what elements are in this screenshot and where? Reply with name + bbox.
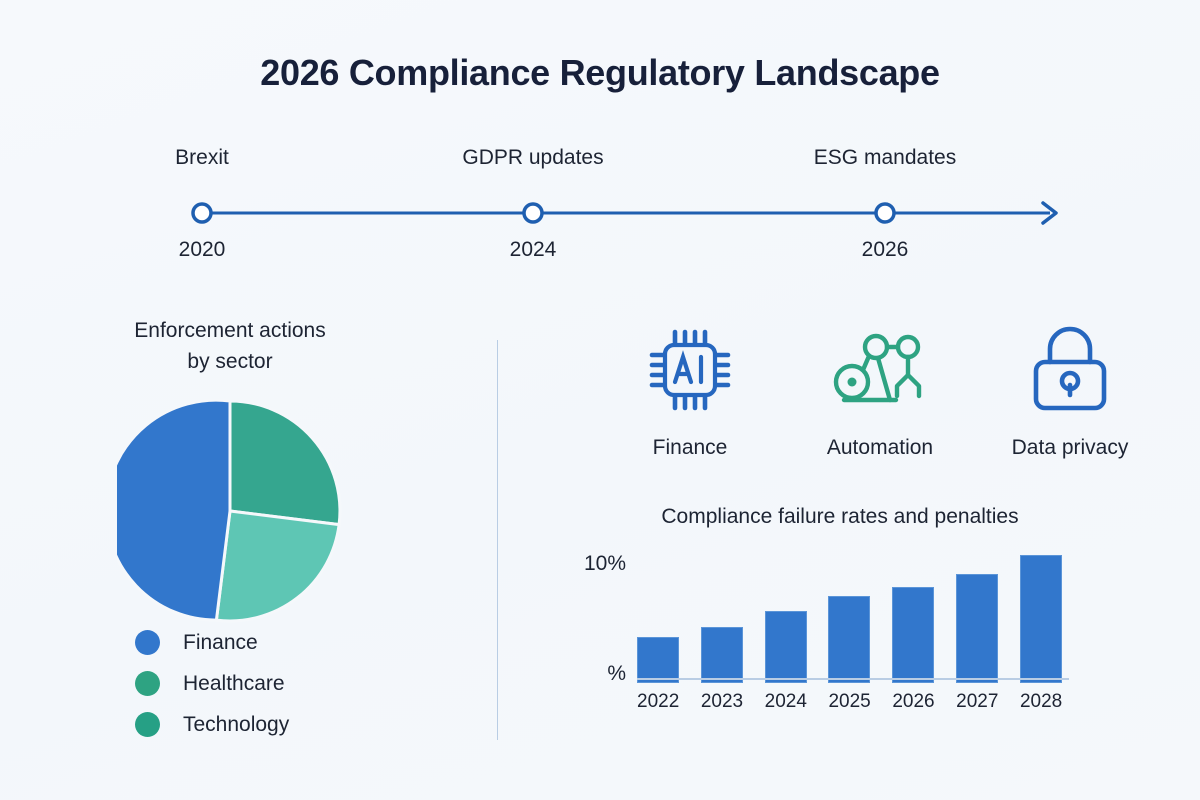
- bar-2025[interactable]: [828, 596, 871, 683]
- timeline-axis: [191, 201, 1058, 225]
- x-label: 2026: [892, 691, 935, 712]
- timeline-milestone-2[interactable]: ESG mandates: [775, 145, 995, 171]
- pie-slice-technology: [214, 509, 341, 623]
- bar-2023[interactable]: [700, 627, 743, 683]
- timeline: Brexit 2020 GDPR updates 2024 ESG mandat…: [150, 145, 1080, 280]
- legend-item-healthcare[interactable]: Healthcare: [135, 663, 289, 704]
- category-label: Finance: [652, 436, 728, 459]
- page-title: 2026 Compliance Regulatory Landscape: [260, 52, 940, 93]
- bar-series: [637, 555, 1062, 683]
- bar-chart-title: Compliance failure rates and penalties: [661, 505, 1019, 528]
- timeline-event-label: ESG mandates: [813, 146, 957, 169]
- bar-2024[interactable]: [764, 611, 807, 683]
- timeline-event-label: Brexit: [175, 146, 229, 169]
- bar-chart-axis: [637, 678, 1069, 680]
- pie-chart-title: Enforcement actions by sector: [134, 319, 326, 373]
- bar-chart-panel: Compliance failure rates and penalties 1…: [560, 505, 1120, 735]
- y-axis-unit-label: %: [607, 662, 626, 685]
- pie-legend: Finance Healthcare Technology: [135, 622, 289, 745]
- legend-item-finance[interactable]: Finance: [135, 622, 289, 663]
- timeline-milestone-0[interactable]: Brexit: [92, 145, 312, 171]
- timeline-event-label: GDPR updates: [462, 146, 604, 169]
- x-label: 2024: [764, 691, 807, 712]
- legend-swatch-icon: [135, 712, 160, 737]
- legend-label: Healthcare: [183, 671, 285, 695]
- pie-slice-healthcare: [228, 399, 342, 527]
- legend-label: Technology: [183, 712, 290, 736]
- category-label: Automation: [826, 436, 934, 459]
- timeline-year-2: 2026: [861, 238, 909, 261]
- x-label: 2025: [828, 691, 871, 712]
- legend-label: Finance: [183, 630, 258, 654]
- x-label: 2027: [956, 691, 999, 712]
- padlock-icon: [980, 318, 1160, 422]
- category-finance[interactable]: Finance: [600, 318, 780, 460]
- pie-slice-finance: [117, 398, 232, 622]
- robot-arm-icon: [790, 318, 970, 422]
- section-divider: [497, 340, 498, 740]
- category-automation[interactable]: Automation: [790, 318, 970, 460]
- x-label: 2028: [1019, 691, 1063, 712]
- bar-2028[interactable]: [1019, 555, 1062, 683]
- ai-chip-icon: [600, 318, 780, 422]
- timeline-milestone-1[interactable]: GDPR updates: [423, 145, 643, 171]
- category-data-privacy[interactable]: Data privacy: [980, 318, 1160, 460]
- arrow-right-icon: [1041, 201, 1058, 225]
- pie-panel: Enforcement actions by sector Finance He…: [60, 315, 460, 737]
- x-label: 2022: [637, 691, 680, 712]
- legend-item-technology[interactable]: Technology: [135, 704, 289, 745]
- pie-chart[interactable]: [117, 398, 343, 624]
- y-axis-top-label: 10%: [583, 552, 626, 575]
- bar-2027[interactable]: [956, 574, 999, 683]
- category-label: Data privacy: [1011, 436, 1129, 459]
- bar-chart-x-labels: 2022 2023 2024 2025 2026 2027 2028: [637, 691, 1062, 713]
- x-label: 2023: [700, 691, 744, 712]
- bar-plot-area: [637, 555, 1062, 683]
- timeline-year-1: 2024: [509, 238, 557, 261]
- bar-2022[interactable]: [637, 637, 679, 683]
- category-icon-row: Finance Automation: [600, 318, 1160, 460]
- legend-swatch-icon: [135, 630, 160, 655]
- timeline-year-0: 2020: [178, 238, 226, 261]
- bar-2026[interactable]: [892, 587, 935, 683]
- legend-swatch-icon: [135, 671, 160, 696]
